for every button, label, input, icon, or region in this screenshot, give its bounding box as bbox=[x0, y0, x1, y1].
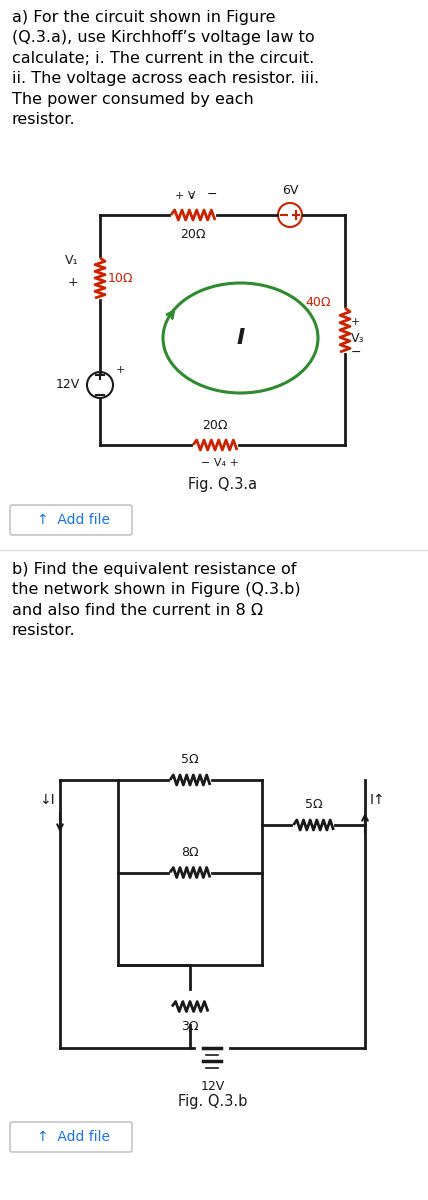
Text: ↓I: ↓I bbox=[39, 793, 55, 806]
Text: a) For the circuit shown in Figure
(Q.3.a), use Kirchhoff’s voltage law to
calcu: a) For the circuit shown in Figure (Q.3.… bbox=[12, 10, 319, 127]
Text: V₃: V₃ bbox=[351, 331, 365, 344]
Text: I: I bbox=[236, 328, 245, 348]
Text: 10Ω: 10Ω bbox=[108, 271, 134, 284]
FancyBboxPatch shape bbox=[10, 1122, 132, 1152]
Text: 6V: 6V bbox=[282, 184, 298, 197]
Text: 12V: 12V bbox=[200, 1080, 225, 1093]
Text: −: − bbox=[351, 346, 362, 359]
Text: $_2$: $_2$ bbox=[189, 191, 195, 200]
Text: 3Ω: 3Ω bbox=[181, 1020, 199, 1033]
Text: 5Ω: 5Ω bbox=[305, 798, 322, 811]
Text: +: + bbox=[67, 276, 78, 288]
Text: V₁: V₁ bbox=[65, 253, 78, 266]
Text: ↑  Add file: ↑ Add file bbox=[38, 1130, 110, 1144]
Text: Fig. Q.3.b: Fig. Q.3.b bbox=[178, 1094, 247, 1109]
Text: + V: + V bbox=[175, 191, 196, 200]
Text: 40Ω: 40Ω bbox=[306, 295, 331, 308]
Text: 8Ω: 8Ω bbox=[181, 846, 199, 858]
Text: −: − bbox=[203, 188, 217, 200]
Text: Fig. Q.3.a: Fig. Q.3.a bbox=[188, 476, 257, 492]
Text: b) Find the equivalent resistance of
the network shown in Figure (Q.3.b)
and als: b) Find the equivalent resistance of the… bbox=[12, 562, 300, 638]
Text: +: + bbox=[116, 365, 125, 374]
Text: 12V: 12V bbox=[56, 378, 80, 391]
Text: 5Ω: 5Ω bbox=[181, 754, 199, 766]
Text: − V₄ +: − V₄ + bbox=[201, 458, 239, 468]
Text: I↑: I↑ bbox=[370, 793, 386, 806]
Text: 20Ω: 20Ω bbox=[202, 419, 228, 432]
Text: 20Ω: 20Ω bbox=[180, 228, 206, 241]
Text: ↑  Add file: ↑ Add file bbox=[38, 514, 110, 527]
Text: +: + bbox=[351, 317, 360, 326]
FancyBboxPatch shape bbox=[10, 505, 132, 535]
